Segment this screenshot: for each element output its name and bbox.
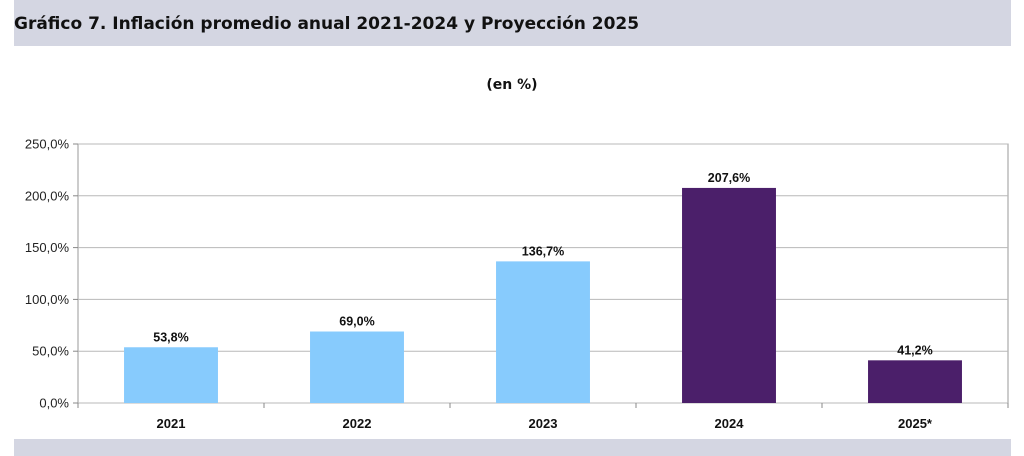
footer-band (14, 439, 1011, 456)
data-label: 207,6% (708, 171, 750, 185)
y-tick-label: 0,0% (39, 396, 69, 411)
y-tick-label: 100,0% (25, 292, 70, 307)
data-label: 53,8% (153, 330, 188, 344)
x-tick-label: 2025* (898, 416, 933, 431)
y-tick-label: 200,0% (25, 188, 70, 203)
bar (310, 331, 404, 403)
bar (682, 187, 776, 403)
x-tick-label: 2024 (715, 416, 745, 431)
y-tick-label: 50,0% (32, 344, 69, 359)
bar (496, 261, 590, 403)
chart-title: Gráfico 7. Inflación promedio anual 2021… (14, 14, 640, 34)
x-tick-label: 2023 (529, 416, 558, 431)
x-tick-label: 2021 (157, 416, 186, 431)
header-band (14, 0, 1011, 46)
bar (124, 347, 218, 403)
data-label: 69,0% (339, 315, 374, 329)
bar-chart: (en %) 0,0% 50,0% 100,0% 150,0% 200,0% 250,0%… (25, 77, 1009, 431)
chart-subtitle: (en %) (486, 77, 537, 93)
bar (868, 360, 962, 403)
x-tick-label: 2022 (343, 416, 372, 431)
y-tick-label: 150,0% (25, 240, 70, 255)
data-label: 136,7% (522, 244, 564, 258)
data-label: 41,2% (897, 343, 932, 357)
y-tick-label: 250,0% (25, 137, 70, 152)
